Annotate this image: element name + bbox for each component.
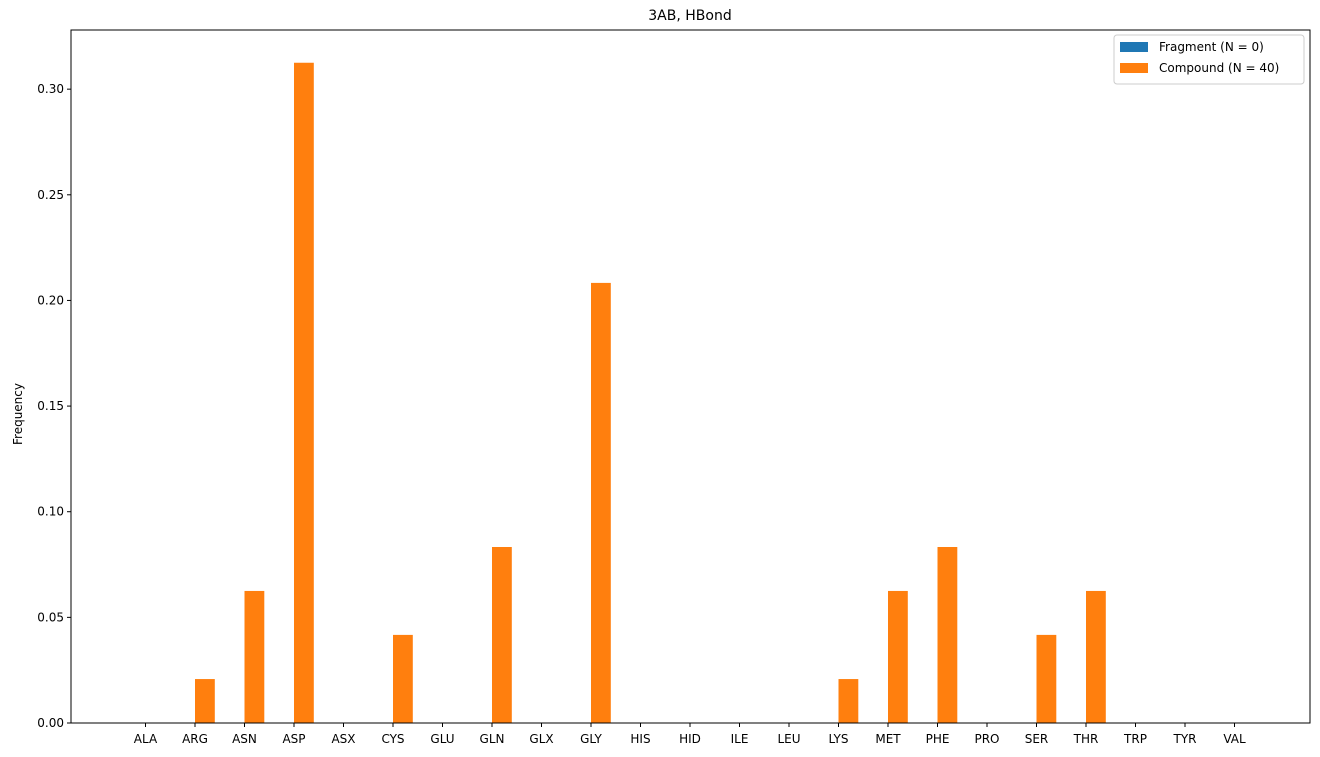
x-tick-label: CYS [381, 732, 404, 746]
x-tick-label: LEU [777, 732, 800, 746]
x-tick-label: PHE [926, 732, 950, 746]
x-tick-label: HID [679, 732, 701, 746]
x-tick-label: GLY [580, 732, 602, 746]
legend-swatch-1 [1120, 42, 1148, 52]
bar-met-series-2 [888, 590, 908, 723]
x-tick-label: LYS [828, 732, 848, 746]
y-tick-label: 0.25 [37, 188, 64, 202]
y-tick-label: 0.15 [37, 399, 64, 413]
x-tick-label: GLX [529, 732, 553, 746]
x-axis: ALA ARG ASN ASP ASX CYS GLU GLN GLX GLY HIS HID ILE L… [134, 723, 1246, 746]
x-tick-label: VAL [1223, 732, 1246, 746]
bar-gln-series-2 [492, 547, 512, 723]
x-tick-label: MET [875, 732, 901, 746]
plot-frame [70, 29, 1311, 724]
x-tick-label: ASX [331, 732, 355, 746]
bar-phe-series-2 [937, 547, 958, 723]
x-tick-label: TYR [1173, 732, 1197, 746]
y-tick-label: 0.00 [37, 716, 64, 730]
bar-gly-series-2 [591, 282, 611, 723]
x-tick-label: GLN [480, 732, 505, 746]
x-tick-label: GLU [430, 732, 454, 746]
x-tick-label: TRP [1123, 732, 1147, 746]
bar-thr-series-2 [1086, 590, 1106, 723]
y-tick-label: 0.20 [37, 293, 64, 307]
chart-title: 3AB, HBond [648, 8, 731, 24]
bar-asn-series-2 [244, 590, 265, 723]
x-tick-label: ALA [134, 732, 158, 746]
legend-label-2: Compound (N = 40) [1159, 61, 1279, 75]
legend-box [1113, 34, 1305, 85]
legend-label-1: Fragment (N = 0) [1159, 40, 1264, 54]
bars-group [195, 62, 1106, 723]
bar-cys-series-2 [393, 634, 413, 723]
x-tick-label: HIS [630, 732, 650, 746]
bar-ser-series-2 [1036, 634, 1057, 723]
y-tick-label: 0.30 [37, 82, 64, 96]
y-tick-label: 0.10 [37, 505, 64, 519]
bar-arg-series-2 [195, 679, 215, 723]
x-tick-label: ILE [731, 732, 749, 746]
y-tick-label: 0.05 [37, 610, 64, 624]
legend: Fragment (N = 0) Compound (N = 40) [1113, 34, 1305, 85]
y-axis-label: Frequency [11, 383, 25, 445]
x-tick-label: ASN [232, 732, 257, 746]
y-axis: 0.00 0.05 0.10 0.15 0.20 0.25 0.30 [37, 82, 71, 730]
bar-lys-series-2 [838, 679, 859, 723]
legend-swatch-2 [1120, 63, 1148, 73]
x-tick-label: PRO [974, 732, 999, 746]
x-tick-label: THR [1073, 732, 1099, 746]
x-tick-label: ASP [282, 732, 305, 746]
bar-asp-series-2 [294, 62, 314, 723]
x-tick-label: SER [1025, 732, 1049, 746]
x-tick-label: ARG [182, 732, 208, 746]
